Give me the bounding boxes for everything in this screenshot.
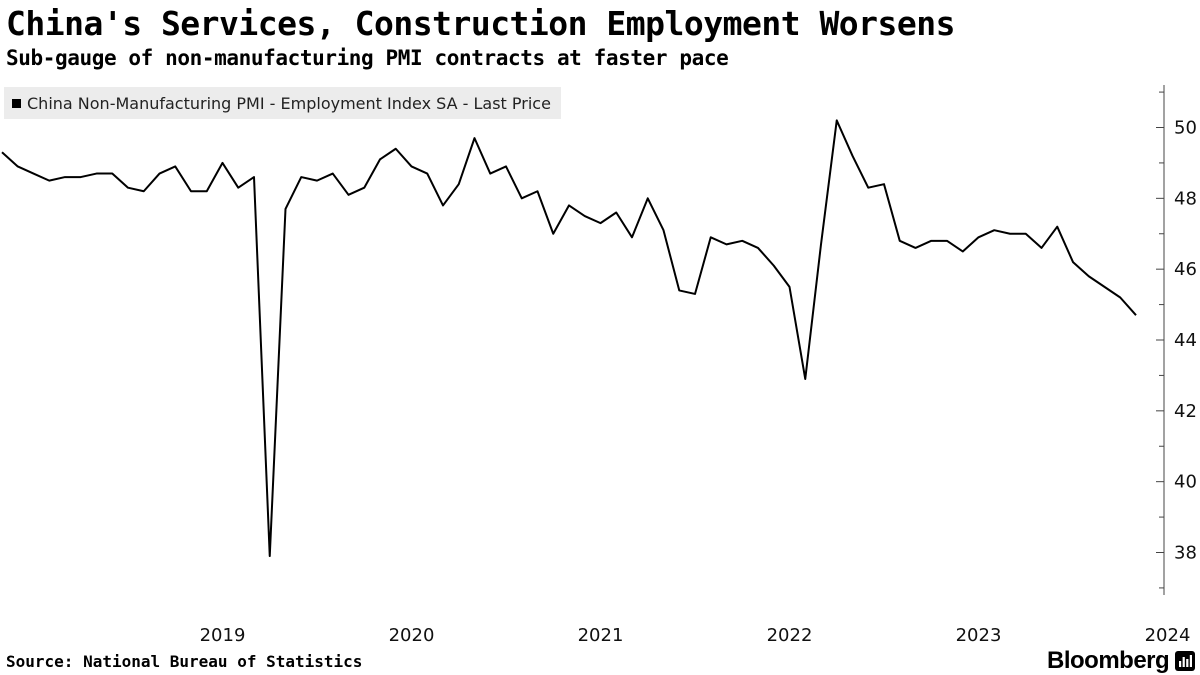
x-tick-label: 2020 xyxy=(389,625,435,646)
legend-label: China Non-Manufacturing PMI - Employment… xyxy=(27,93,551,113)
bloomberg-logo: Bloomberg xyxy=(1047,647,1196,675)
y-tick-label: 48 xyxy=(1174,188,1197,209)
y-tick-label: 38 xyxy=(1174,543,1197,564)
bloomberg-chart-icon xyxy=(1175,651,1196,671)
y-tick-label: 42 xyxy=(1174,401,1197,422)
x-tick-label: 2023 xyxy=(956,625,1002,646)
y-tick-label: 50 xyxy=(1174,118,1197,139)
x-tick-label: 2021 xyxy=(578,625,624,646)
x-tick-label: 2024 xyxy=(1145,625,1191,646)
chart-subtitle: Sub-gauge of non-manufacturing PMI contr… xyxy=(6,46,729,70)
legend: China Non-Manufacturing PMI - Employment… xyxy=(4,87,561,119)
brand-label: Bloomberg xyxy=(1047,647,1170,674)
legend-swatch xyxy=(12,98,21,108)
x-tick-label: 2022 xyxy=(767,625,813,646)
series-line xyxy=(1,119,1137,558)
y-tick-label: 40 xyxy=(1174,472,1197,493)
y-tick-label: 44 xyxy=(1174,330,1197,351)
x-tick-label: 2019 xyxy=(200,625,246,646)
chart-title: China's Services, Construction Employmen… xyxy=(6,4,956,43)
source-note: Source: National Bureau of Statistics xyxy=(6,652,363,671)
y-tick-label: 46 xyxy=(1174,259,1197,280)
